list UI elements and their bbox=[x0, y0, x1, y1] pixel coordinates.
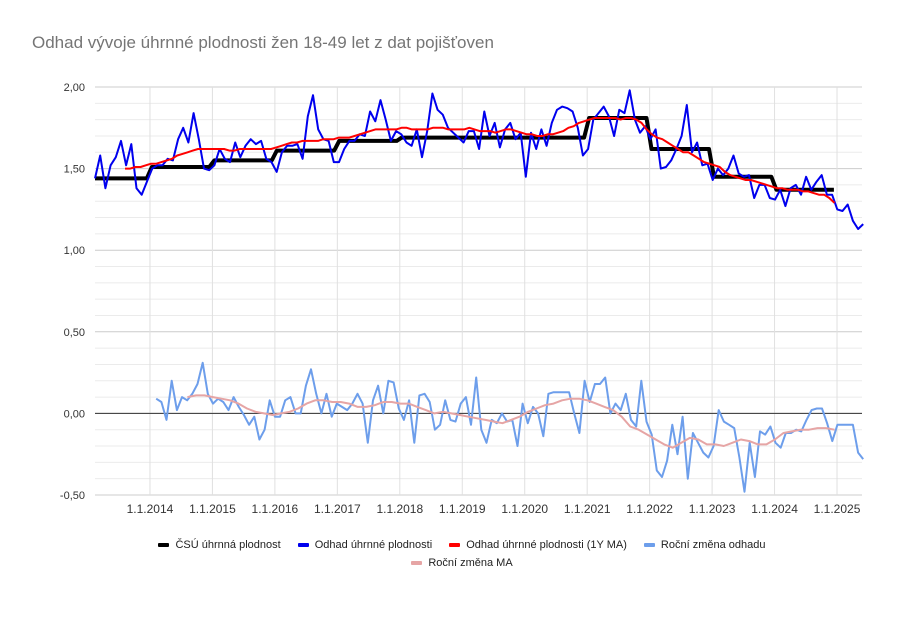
x-tick-label: 1.1.2021 bbox=[564, 502, 611, 516]
legend-item-rocni-zmena-ma[interactable]: Roční změna MA bbox=[411, 557, 513, 569]
legend-swatch bbox=[449, 543, 461, 547]
x-tick-label: 1.1.2015 bbox=[189, 502, 236, 516]
legend-item-odhad-ma[interactable]: Odhad úhrnné plodnosti (1Y MA) bbox=[449, 539, 627, 551]
series-line-4 bbox=[187, 394, 835, 449]
series-line-3 bbox=[155, 361, 864, 493]
legend-label: Roční změna MA bbox=[428, 557, 513, 569]
legend-swatch bbox=[158, 543, 170, 547]
legend-label: Roční změna odhadu bbox=[660, 539, 766, 551]
legend-item-odhad[interactable]: Odhad úhrnné plodnosti bbox=[297, 539, 433, 551]
y-tick-label: 2,00 bbox=[64, 82, 85, 94]
legend-label: Odhad úhrnné plodnosti (1Y MA) bbox=[466, 539, 627, 551]
legend-row-1: ČSÚ úhrnná plodnost Odhad úhrnné plodnos… bbox=[0, 538, 924, 551]
x-tick-label: 1.1.2018 bbox=[376, 502, 423, 516]
legend-item-rocni-zmena[interactable]: Roční změna odhadu bbox=[643, 539, 766, 551]
legend-label: ČSÚ úhrnná plodnost bbox=[175, 539, 281, 551]
x-tick-label: 1.1.2024 bbox=[751, 502, 798, 516]
x-tick-label: 1.1.2023 bbox=[689, 502, 736, 516]
x-tick-label: 1.1.2014 bbox=[127, 502, 174, 516]
x-tick-label: 1.1.2020 bbox=[501, 502, 548, 516]
legend-swatch bbox=[411, 561, 423, 565]
legend-swatch bbox=[643, 543, 655, 547]
series-line-0 bbox=[95, 116, 834, 192]
x-tick-label: 1.1.2025 bbox=[814, 502, 861, 516]
series-line-1 bbox=[94, 89, 864, 230]
y-tick-label: 1,50 bbox=[64, 164, 85, 176]
x-tick-label: 1.1.2022 bbox=[626, 502, 673, 516]
legend-row-2: Roční změna MA bbox=[0, 556, 924, 569]
legend-label: Odhad úhrnné plodnosti bbox=[314, 539, 433, 551]
x-tick-label: 1.1.2019 bbox=[439, 502, 486, 516]
legend-swatch bbox=[297, 543, 309, 547]
series-line-2 bbox=[125, 117, 836, 204]
y-tick-label: 0,00 bbox=[64, 408, 85, 420]
y-tick-label: -0,50 bbox=[60, 490, 85, 502]
y-tick-label: 1,00 bbox=[64, 245, 85, 257]
x-tick-label: 1.1.2016 bbox=[252, 502, 299, 516]
legend-item-csu[interactable]: ČSÚ úhrnná plodnost bbox=[158, 539, 281, 551]
x-tick-label: 1.1.2017 bbox=[314, 502, 361, 516]
chart-title: Odhad vývoje úhrnné plodnosti žen 18-49 … bbox=[32, 33, 494, 52]
y-tick-label: 0,50 bbox=[64, 327, 85, 339]
